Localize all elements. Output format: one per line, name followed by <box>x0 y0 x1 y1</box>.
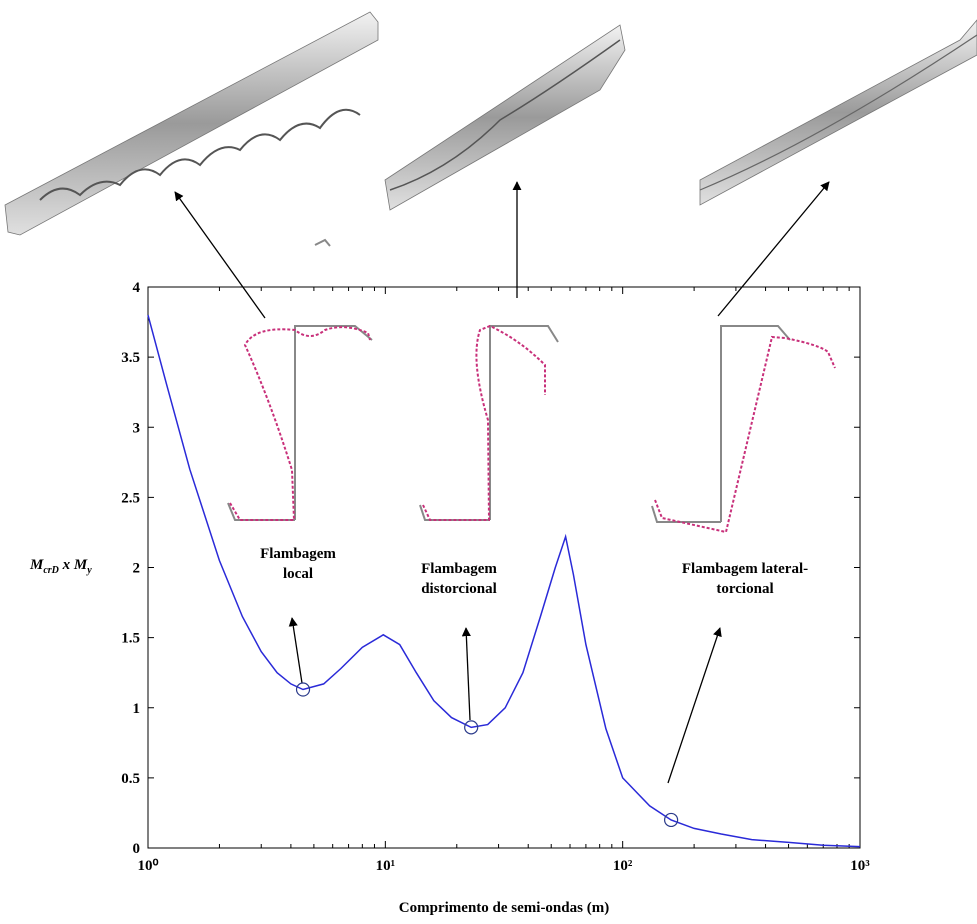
beam-lateral <box>700 20 977 205</box>
annotation: Flambagem <box>421 561 497 577</box>
annotation: Flambagem lateral- <box>682 561 808 577</box>
beam-distortional <box>385 25 625 210</box>
annotation: local <box>283 566 313 582</box>
y-label-part: y <box>86 565 92 576</box>
x-tick-label: 10¹ <box>376 858 396 874</box>
y-tick-label: 3.5 <box>121 350 140 366</box>
annotation: Flambagem <box>260 546 336 562</box>
section-local <box>228 326 372 520</box>
annotation: distorcional <box>421 581 497 597</box>
y-tick-label: 1.5 <box>121 631 140 647</box>
beam-local <box>5 12 378 235</box>
chart: Comprimento de semi-ondas (m) McrD x My … <box>0 0 977 924</box>
x-tick-label: 10² <box>613 858 633 874</box>
y-tick-label: 4 <box>133 280 141 296</box>
y-label-part: crD <box>43 565 59 576</box>
y-label-part: x M <box>59 557 88 573</box>
y-tick-label: 1 <box>133 701 141 717</box>
annotation: torcional <box>716 581 773 597</box>
y-axis-label: McrD x My <box>29 557 92 576</box>
y-tick-label: 3 <box>133 420 141 436</box>
section-lateral <box>652 326 835 532</box>
x-axis-label: Comprimento de semi-ondas (m) <box>399 900 609 916</box>
y-label-part: M <box>29 557 44 573</box>
x-tick-label: 10⁰ <box>137 858 158 874</box>
y-tick-label: 2 <box>133 561 141 577</box>
beam-fragment <box>315 240 330 246</box>
arrows <box>175 182 829 783</box>
y-tick-label: 0.5 <box>121 771 140 787</box>
y-tick-label: 0 <box>133 841 141 857</box>
y-tick-label: 2.5 <box>121 490 140 506</box>
x-tick-label: 10³ <box>850 858 870 874</box>
section-distortional <box>420 326 558 520</box>
